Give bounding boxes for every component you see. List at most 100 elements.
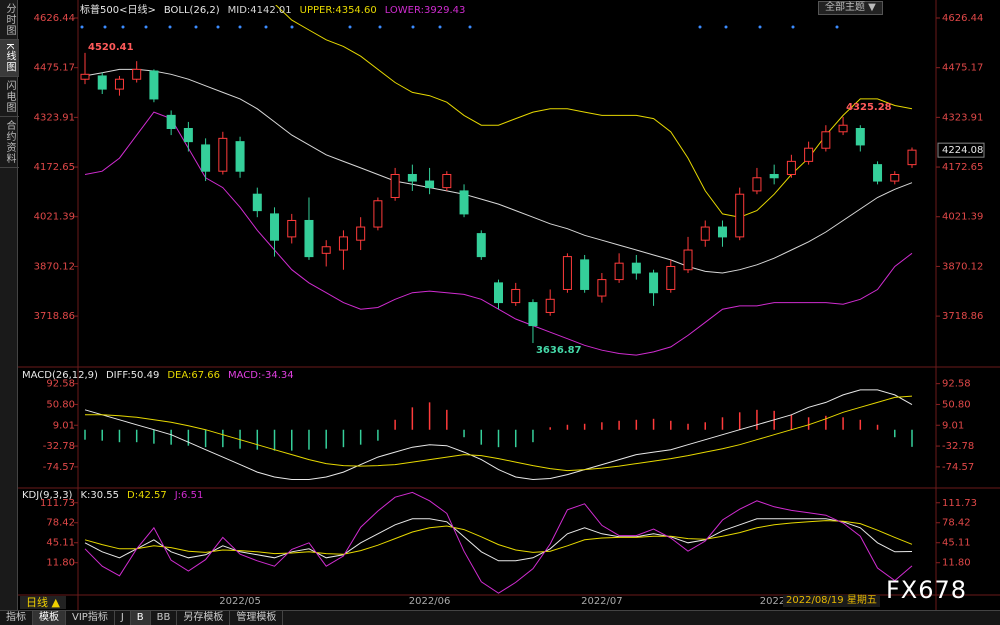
candle-body <box>149 70 159 100</box>
indicator-name: BOLL(26,2) <box>164 5 220 16</box>
y-tick-label-right: 9.01 <box>942 420 964 431</box>
candle-body <box>907 149 917 166</box>
side-tab[interactable]: 合约资料 <box>0 117 19 168</box>
watermark: FX678 <box>886 576 968 604</box>
candle-body <box>769 173 779 179</box>
series-line <box>84 389 913 481</box>
candle-body <box>821 131 831 149</box>
series-line <box>85 395 913 472</box>
candle-body <box>183 128 193 143</box>
legend-entry: K:30.55 <box>80 490 119 501</box>
candle-body <box>252 193 262 212</box>
candle-body <box>390 173 400 198</box>
candle-body <box>580 259 590 290</box>
candle-body <box>166 114 176 130</box>
candle-body <box>287 219 297 238</box>
side-tab[interactable]: K线图 <box>0 40 19 77</box>
bottom-tab[interactable]: 指标 <box>0 611 33 625</box>
y-tick-label: 45.11 <box>46 538 75 549</box>
legend-entry: LOWER:3929.43 <box>385 5 466 16</box>
side-tab[interactable]: 闪电图 <box>0 77 19 117</box>
last-price-box <box>937 142 985 158</box>
candle-body <box>528 302 538 327</box>
x-tick-label: 2022/07 <box>581 596 623 607</box>
series-line <box>84 68 913 274</box>
y-tick-label-right: 111.73 <box>942 498 977 509</box>
bottom-tab[interactable]: J <box>115 611 131 625</box>
x-tick-label: 2022/06 <box>409 596 451 607</box>
y-tick-label-right: 50.80 <box>942 399 971 410</box>
y-tick-label-right: 4475.17 <box>942 63 983 74</box>
candle-body <box>201 144 211 172</box>
series-line <box>84 111 913 356</box>
y-tick-label: 4323.91 <box>34 112 75 123</box>
side-tabs: 分时图 K线图 闪电图 合约资料 <box>0 0 19 610</box>
y-tick-label-right: 4021.39 <box>942 212 983 223</box>
y-tick-label: 11.80 <box>46 558 75 569</box>
bottom-tab[interactable]: BB <box>151 611 178 625</box>
y-tick-label-right: 3870.12 <box>942 261 983 272</box>
candle-body <box>476 233 486 258</box>
side-tab[interactable]: 分时图 <box>0 0 19 40</box>
legend-entry: DEA:67.66 <box>167 370 220 381</box>
price-annotation: 3636.87 <box>536 345 582 356</box>
candle-body <box>890 173 900 182</box>
bottom-tab[interactable]: B <box>130 611 151 625</box>
candle-body <box>114 78 124 90</box>
legend-entry: UPPER:4354.60 <box>300 5 377 16</box>
x-tick-label: 2022/05 <box>219 596 261 607</box>
y-tick-label-right: 92.58 <box>942 379 971 390</box>
y-tick-label: 92.58 <box>46 379 75 390</box>
event-markers <box>80 25 839 29</box>
y-tick-label-right: -74.57 <box>942 462 974 473</box>
y-tick-label: 4475.17 <box>34 63 75 74</box>
panel-plot <box>80 5 917 356</box>
candle-body <box>235 141 245 172</box>
y-tick-label: -32.78 <box>43 441 75 452</box>
legend-entry: D:42.57 <box>127 490 167 501</box>
y-tick-label: 111.73 <box>40 498 75 509</box>
candle-body <box>321 246 331 254</box>
candle-body <box>649 272 659 294</box>
last-price: 4224.08 <box>942 145 983 156</box>
period-button[interactable]: 日线 ▲ <box>20 596 66 609</box>
candle-body <box>631 262 641 274</box>
panel-plot <box>84 389 913 481</box>
candle-body <box>494 282 503 304</box>
indicator-name: KDJ(9,3,3) <box>22 490 73 501</box>
candle-body <box>855 128 865 146</box>
candle-body <box>218 137 228 172</box>
series-line <box>275 5 913 218</box>
y-tick-label: 4172.65 <box>34 162 75 173</box>
price-annotation: 4325.28 <box>846 102 892 113</box>
bottom-tab[interactable]: VIP指标 <box>66 611 115 625</box>
panel-plot <box>84 491 913 594</box>
bottom-tab[interactable]: 另存模板 <box>177 611 231 625</box>
candle-body <box>80 73 90 80</box>
y-tick-label-right: 4626.44 <box>942 13 983 24</box>
candle-body <box>717 226 727 238</box>
y-tick-label-right: 3718.86 <box>942 311 983 322</box>
y-tick-label-right: 78.42 <box>942 518 971 529</box>
bottom-tabs: 指标 模板 VIP指标 J B BB 另存模板 管理模板 <box>0 610 1000 625</box>
candle-body <box>562 256 572 290</box>
series-line <box>84 520 913 555</box>
candle-body <box>304 219 314 258</box>
candle-body <box>373 200 383 228</box>
y-tick-label-right: -32.78 <box>942 441 974 452</box>
bottom-tab[interactable]: 管理模板 <box>230 611 284 625</box>
y-tick-label: -74.57 <box>43 462 75 473</box>
candle-body <box>752 177 762 192</box>
y-tick-label-right: 45.11 <box>942 538 971 549</box>
candle-body <box>804 147 814 162</box>
y-tick-label: 78.42 <box>46 518 75 529</box>
theme-button[interactable]: 全部主题 ▼ <box>818 1 883 15</box>
candle-body <box>614 262 624 281</box>
candle-body <box>838 124 848 133</box>
y-tick-label: 9.01 <box>53 420 75 431</box>
candle-body <box>442 173 452 189</box>
candle-body <box>338 236 348 251</box>
candle-body <box>700 226 710 241</box>
bottom-tab[interactable]: 模板 <box>33 611 66 625</box>
